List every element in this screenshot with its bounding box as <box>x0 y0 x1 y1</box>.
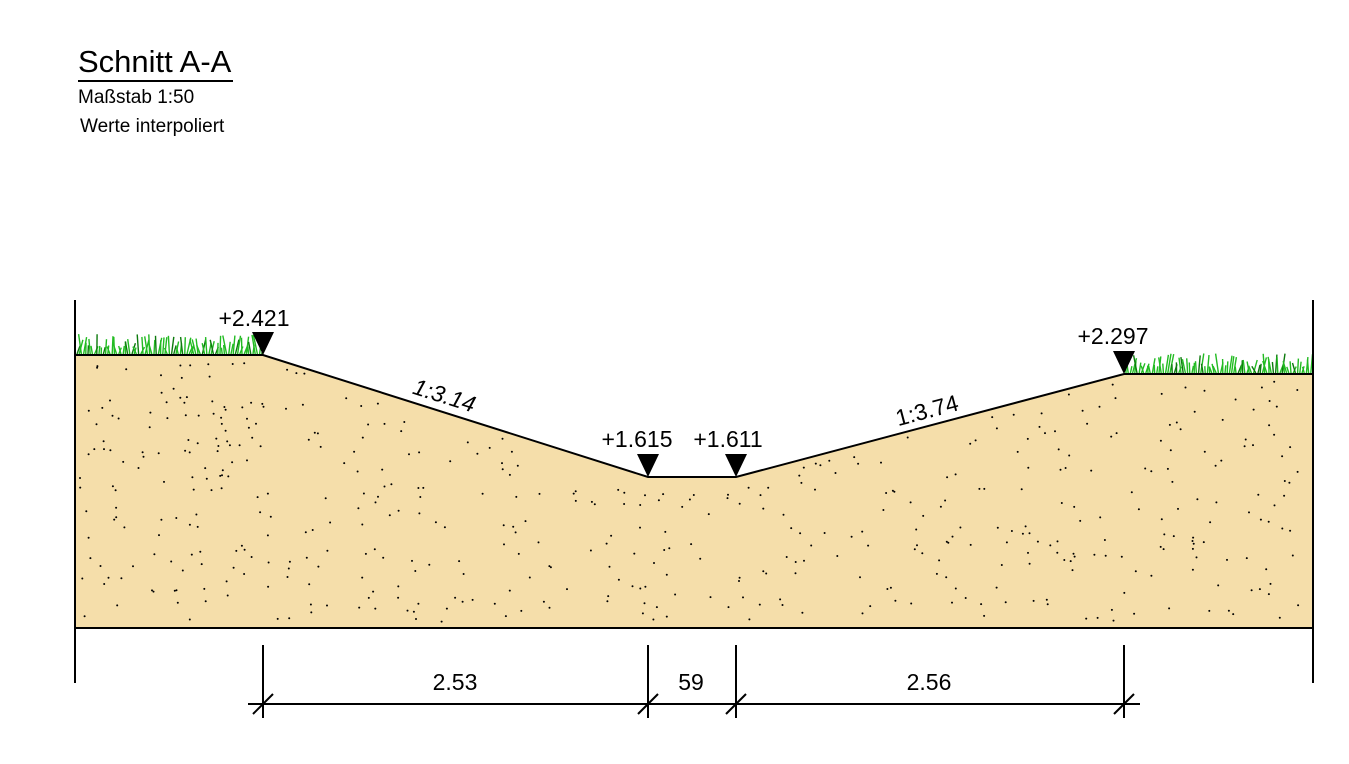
grass-left <box>76 334 265 355</box>
soil-body <box>75 355 1313 628</box>
interpolation-note: Werte interpoliert <box>80 116 225 137</box>
elevation-marker-left-top <box>252 332 274 355</box>
elevation-marker-bottom-left <box>637 454 659 477</box>
scale-label: Maßstab 1:50 <box>78 87 195 108</box>
elevation-label-right-top: +2.297 <box>1078 323 1149 349</box>
dimension-label-right: 2.56 <box>907 669 952 695</box>
section-title: Schnitt A-A <box>78 44 234 82</box>
elevation-label-left-top: +2.421 <box>219 305 290 331</box>
elevation-marker-bottom-right <box>725 454 747 477</box>
grass-right <box>1125 353 1314 374</box>
ground-profile-line <box>75 354 1313 478</box>
dimension-label-left: 2.53 <box>433 669 478 695</box>
soil-texture <box>79 362 1300 623</box>
dimension-label-middle: 59 <box>678 669 704 695</box>
title-block: Schnitt A-A Maßstab 1:50 Werte interpoli… <box>78 44 234 139</box>
dimension-chain <box>248 645 1140 718</box>
elevation-label-bottom-right: +1.611 <box>693 426 762 452</box>
elevation-marker-right-top <box>1113 351 1135 374</box>
elevation-label-bottom-left: +1.615 <box>602 426 673 452</box>
